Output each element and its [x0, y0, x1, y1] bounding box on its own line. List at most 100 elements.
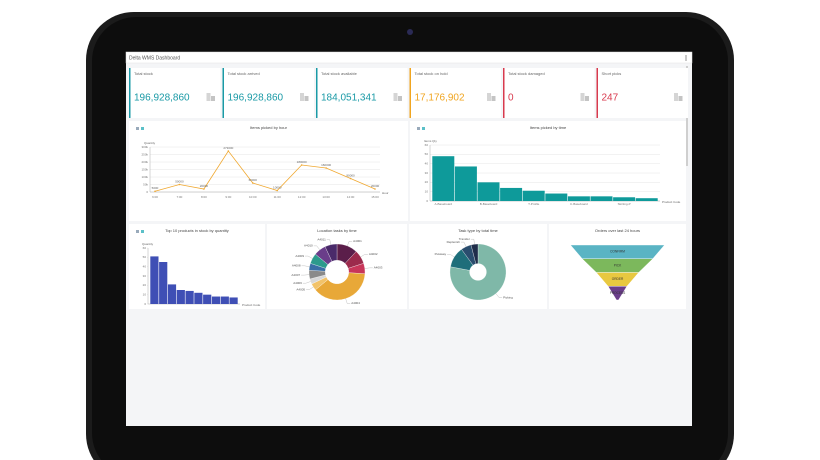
y-tick-label: 0	[144, 302, 146, 306]
panel-tool[interactable]	[422, 127, 425, 130]
kpi-value: 17,176,902	[415, 93, 465, 104]
kpi-accent	[409, 68, 411, 118]
panel-tool[interactable]	[136, 127, 139, 130]
panel-title: Task type by total time	[458, 228, 498, 233]
leader-line	[345, 298, 351, 304]
leader-line	[447, 254, 455, 258]
panel-title: Items picked by hour	[250, 125, 288, 130]
kpi-label: Total stock on hold	[415, 71, 448, 76]
y-axis-label: Quantity	[144, 141, 156, 145]
kpi-icon	[393, 93, 398, 101]
bar	[545, 193, 568, 201]
kpi-card	[409, 68, 501, 118]
y-tick-label: 50	[143, 255, 147, 259]
y-tick-label: 60	[425, 143, 429, 147]
slice-label: A4006	[293, 281, 302, 285]
kpi-accent	[316, 68, 318, 118]
panel	[129, 121, 408, 221]
line-point	[227, 150, 230, 152]
kpi-icon	[487, 93, 491, 101]
slice-label: Replenish	[447, 240, 461, 244]
menu-button[interactable]	[685, 55, 687, 61]
bar	[613, 197, 636, 201]
y-tick-label: 100k	[141, 175, 148, 179]
y-tick-label: 300k	[141, 145, 148, 149]
y-tick-label: 20	[143, 283, 147, 287]
data-label: 10000	[273, 185, 282, 189]
y-tick-label: 20	[425, 180, 429, 184]
bar	[176, 290, 185, 304]
bar	[211, 296, 221, 304]
kpi-value: 184,051,341	[321, 93, 377, 104]
kpi-label: Total stock	[134, 71, 153, 76]
kpi-card	[222, 68, 314, 118]
bar	[203, 294, 212, 304]
line-series	[154, 150, 376, 192]
line-point	[349, 177, 352, 180]
panel-tool[interactable]	[141, 230, 144, 233]
x-tick-label: 6:00	[152, 195, 158, 199]
panel-tool[interactable]	[417, 127, 420, 130]
panel-title: Items picked by time	[530, 125, 567, 130]
y-tick-label: 0	[146, 190, 148, 194]
slice-label: A4004	[351, 301, 360, 305]
line-point	[374, 188, 376, 190]
funnel-label: PROCESS	[610, 291, 626, 295]
y-tick-label: 150k	[141, 167, 148, 171]
slice-label: A4011	[317, 238, 326, 242]
bar	[477, 182, 500, 201]
x-tick-label: 15:00	[371, 195, 379, 199]
kpi-accent	[129, 68, 131, 118]
slice-label: A4003	[374, 266, 383, 270]
line-point	[203, 188, 205, 190]
x-tick-label: Skirting-P	[618, 202, 631, 206]
line-point	[154, 190, 156, 193]
kpi-accent	[503, 68, 505, 118]
slice-label: A4008	[292, 264, 301, 268]
kpi-card	[596, 68, 688, 118]
leader-line	[306, 286, 314, 290]
bar	[185, 290, 194, 304]
panel-title: Top 10 products in stock by quantity	[165, 228, 229, 233]
bar	[500, 187, 523, 201]
leader-line	[347, 241, 353, 246]
x-tick-label: 10:00	[249, 195, 257, 199]
kpi-card	[503, 68, 595, 118]
x-tick-label: 14:00	[347, 195, 355, 199]
leader-line	[302, 281, 311, 284]
data-label: 20000	[371, 184, 380, 188]
data-label: 60000	[249, 178, 258, 182]
slice-label: A4005	[296, 288, 305, 292]
panel-tool[interactable]	[136, 230, 139, 233]
y-tick-label: 0	[426, 199, 428, 203]
kpi-label: Total stock arrived	[228, 71, 260, 76]
leader-line	[360, 254, 368, 258]
leader-line	[470, 239, 475, 245]
bar	[159, 262, 168, 304]
funnel-stage	[607, 286, 628, 301]
slice-label: A4007	[291, 273, 300, 277]
y-tick-label: 50k	[143, 182, 148, 186]
y-tick-label: 250k	[141, 152, 148, 156]
kpi-icon	[674, 93, 678, 101]
kpi-card	[316, 68, 408, 118]
x-tick-label: 13:00	[322, 195, 330, 199]
line-point	[276, 189, 279, 192]
y-tick-label: 30	[425, 171, 429, 175]
line-point	[300, 164, 303, 166]
y-tick-label: 40	[425, 161, 429, 165]
leader-line	[326, 239, 332, 245]
pie-slice	[470, 243, 479, 265]
line-point	[325, 167, 327, 169]
x-tick-label: 11:00	[274, 195, 282, 199]
slice-label: Picking	[503, 295, 513, 299]
bar	[522, 190, 545, 201]
y-tick-label: 10	[425, 189, 429, 193]
panel-tool[interactable]	[141, 127, 144, 130]
bar	[454, 166, 477, 201]
line-point	[251, 182, 254, 184]
leader-line	[460, 241, 467, 247]
line-point	[178, 183, 181, 186]
kpi-icon	[678, 96, 683, 101]
x-tick-label: 12:00	[298, 195, 306, 199]
